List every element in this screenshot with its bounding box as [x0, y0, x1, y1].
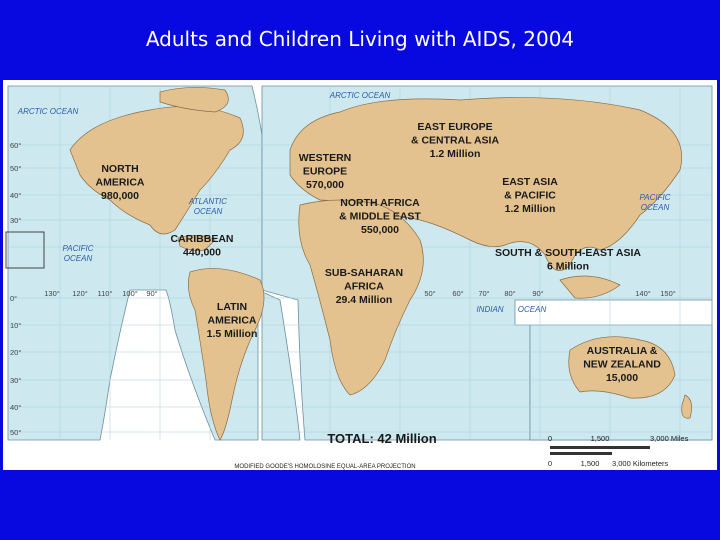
- ocean-label: ARCTIC OCEAN: [17, 107, 79, 116]
- land-australia: [568, 336, 676, 399]
- region-label: 15,000: [606, 372, 638, 384]
- region-label: EAST EUROPE: [417, 121, 492, 133]
- latitude-label: 50°: [10, 164, 21, 173]
- latitude-label: 0°: [10, 294, 17, 303]
- latitude-label: 50°: [10, 428, 21, 437]
- projection-note: MODIFIED GOODE'S HOMOLOSINE EQUAL-AREA P…: [234, 464, 415, 470]
- region-label: & MIDDLE EAST: [339, 211, 421, 223]
- land-south-america: [188, 268, 265, 441]
- scale-label: 0: [548, 459, 552, 468]
- scale-bars: [550, 446, 650, 455]
- ocean-label: PACIFIC: [63, 244, 94, 253]
- region-label: 1.5 Million: [207, 328, 258, 340]
- latitude-label: 40°: [10, 403, 21, 412]
- ocean-label: ATLANTIC: [188, 197, 227, 206]
- scale-bar-miles: [550, 446, 650, 449]
- region-label: 440,000: [183, 247, 221, 259]
- latitude-label: 60°: [10, 141, 21, 150]
- longitude-label: 110°: [98, 289, 113, 298]
- land-greenland: [159, 87, 229, 113]
- latitude-label: 40°: [10, 191, 21, 200]
- map: [3, 80, 717, 470]
- longitude-label: 90°: [146, 289, 157, 298]
- total-label: TOTAL: 42 Million: [327, 431, 436, 446]
- longitude-label: 50°: [424, 289, 435, 298]
- scale-bar-km: [550, 452, 612, 455]
- region-label: SOUTH & SOUTH-EAST ASIA: [495, 247, 641, 259]
- region-label: SUB-SAHARAN: [325, 267, 403, 279]
- region-label: AUSTRALIA &: [587, 345, 658, 357]
- latitude-label: 10°: [10, 321, 21, 330]
- region-label: 6 Million: [547, 261, 589, 273]
- region-label: AMERICA: [96, 177, 145, 189]
- region-label: 29.4 Million: [336, 294, 393, 306]
- region-label: 550,000: [361, 224, 399, 236]
- region-label: NEW ZEALAND: [583, 359, 661, 371]
- ocean-label: PACIFIC: [640, 193, 671, 202]
- scale-label: 0: [548, 434, 552, 443]
- region-label: EAST ASIA: [502, 176, 558, 188]
- slide-title: Adults and Children Living with AIDS, 20…: [146, 27, 574, 51]
- latitude-label: 30°: [10, 376, 21, 385]
- region-label: AFRICA: [344, 281, 384, 293]
- longitude-label: 100°: [122, 289, 138, 298]
- ocean-label: OCEAN: [194, 207, 223, 216]
- latitude-label: 30°: [10, 216, 21, 225]
- ocean-label: INDIAN: [476, 305, 503, 314]
- region-label: EUROPE: [303, 166, 347, 178]
- scale-label: 3,000 Kilometers: [612, 459, 669, 468]
- ocean-label: OCEAN: [518, 305, 547, 314]
- region-label: 1.2 Million: [430, 148, 481, 160]
- region-label: 980,000: [101, 190, 139, 202]
- longitude-label: 90°: [532, 289, 543, 298]
- longitude-label: 70°: [478, 289, 489, 298]
- longitude-label: 140°: [635, 289, 651, 298]
- region-label: & PACIFIC: [504, 190, 556, 202]
- longitude-label: 130°: [44, 289, 60, 298]
- region-label: & CENTRAL ASIA: [411, 135, 500, 147]
- scale-label: 3,000 Miles: [650, 434, 689, 443]
- region-label: CARIBBEAN: [171, 233, 234, 245]
- region-label: 1.2 Million: [505, 203, 556, 215]
- ocean-label: ARCTIC OCEAN: [329, 91, 391, 100]
- region-label: 570,000: [306, 179, 344, 191]
- land-indonesia: [559, 275, 621, 299]
- land-caribbean: [177, 235, 216, 251]
- region-label: AMERICA: [208, 315, 257, 327]
- longitude-label: 150°: [660, 289, 676, 298]
- ocean-label: OCEAN: [641, 203, 670, 212]
- longitude-label: 80°: [504, 289, 515, 298]
- longitude-label: 60°: [452, 289, 463, 298]
- region-label: NORTH AFRICA: [340, 197, 420, 209]
- scale-label: 1,500: [591, 434, 610, 443]
- land-new-zealand: [681, 394, 692, 419]
- region-label: WESTERN: [299, 152, 352, 164]
- latitude-label: 20°: [10, 348, 21, 357]
- region-label: LATIN: [217, 301, 247, 313]
- land-north-america: [69, 106, 244, 235]
- scale-label: 1,500: [581, 459, 600, 468]
- ocean-label: OCEAN: [64, 254, 93, 263]
- longitude-label: 120°: [72, 289, 88, 298]
- region-label: NORTH: [101, 163, 138, 175]
- land-africa: [298, 199, 424, 396]
- footer-band: [0, 470, 720, 540]
- inset-box: [5, 231, 45, 269]
